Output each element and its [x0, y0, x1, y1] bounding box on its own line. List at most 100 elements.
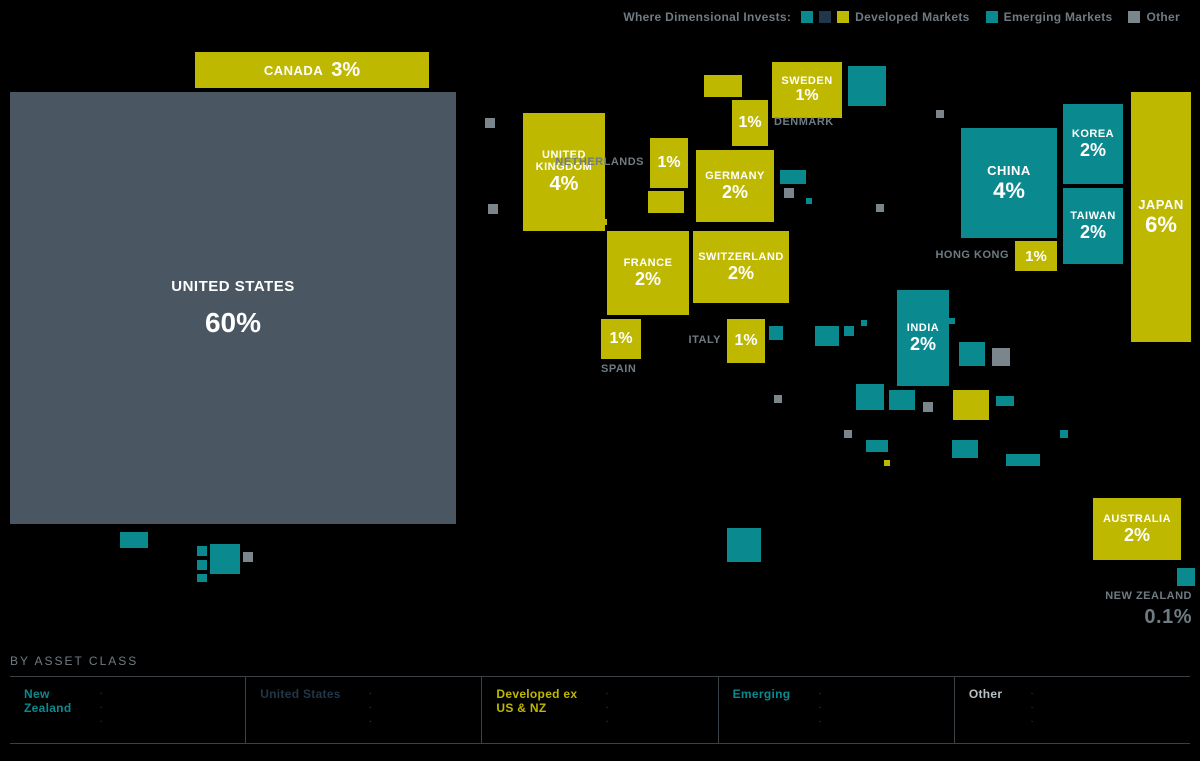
country-value: 1%	[795, 87, 818, 105]
country-label: DENMARK	[774, 116, 834, 128]
decor-box	[210, 544, 240, 574]
legend: Where Dimensional Invests:Developed Mark…	[623, 10, 1190, 24]
country-box-spain: 1%	[601, 319, 641, 359]
decor-box	[923, 402, 933, 412]
decor-box	[953, 390, 989, 420]
country-value: 1%	[657, 154, 680, 172]
decor-box	[780, 170, 806, 184]
country-value: 1%	[1025, 248, 1047, 265]
country-value: 2%	[722, 182, 748, 203]
country-value: 1%	[738, 114, 761, 132]
decor-box	[120, 532, 148, 548]
country-box-australia: AUSTRALIA2%	[1093, 498, 1181, 560]
decor-box	[844, 326, 854, 336]
decor-box	[243, 552, 253, 562]
country-box-taiwan: TAIWAN2%	[1063, 188, 1123, 264]
country-label: KOREA	[1072, 128, 1114, 140]
decor-box	[197, 560, 207, 570]
country-box-new-zealand	[1177, 568, 1195, 586]
country-label: AUSTRALIA	[1103, 513, 1171, 525]
byclass-col-head: United States	[260, 687, 341, 701]
decor-box	[488, 204, 498, 214]
decor-box	[806, 198, 812, 204]
byclass-col: Other···	[954, 677, 1190, 743]
decor-box	[936, 110, 944, 118]
legend-item-label: Emerging Markets	[1004, 10, 1113, 24]
country-value: 2%	[1080, 222, 1106, 243]
country-box-canada: CANADA 3%	[195, 52, 429, 88]
byclass-col: United States ···	[245, 677, 481, 743]
country-box-hong-kong: 1%	[1015, 241, 1057, 271]
country-label: SPAIN	[601, 363, 636, 375]
country-label: NETHERLANDS	[555, 156, 644, 168]
decor-box	[197, 546, 207, 556]
decor-box	[648, 191, 684, 213]
byclass-title: BY ASSET CLASS	[10, 654, 138, 668]
decor-box	[815, 326, 839, 346]
country-box-italy: 1%	[727, 319, 765, 363]
byclass-col-dots: ···	[369, 687, 372, 729]
country-label: CHINA	[987, 163, 1031, 178]
byclass-col-head: Emerging	[733, 687, 791, 701]
country-box-japan: JAPAN6%	[1131, 92, 1191, 342]
country-value: 2%	[635, 269, 661, 290]
byclass-col: NewZealand ···	[10, 677, 245, 743]
decor-box	[485, 118, 495, 128]
decor-box	[949, 318, 955, 324]
legend-swatch	[837, 11, 849, 23]
decor-box	[861, 320, 867, 326]
country-label: ITALY	[689, 334, 721, 346]
decor-box	[884, 460, 890, 466]
byclass-col-head: Developed exUS & NZ	[496, 687, 577, 715]
country-value: 3%	[331, 59, 360, 82]
decor-box	[992, 348, 1010, 366]
country-label: TAIWAN	[1070, 210, 1116, 222]
chart-canvas: Where Dimensional Invests:Developed Mark…	[0, 0, 1200, 761]
decor-box	[844, 430, 852, 438]
byclass-col: Developed exUS & NZ ···	[481, 677, 717, 743]
legend-item-label: Other	[1146, 10, 1180, 24]
country-value: 2%	[1080, 140, 1106, 161]
decor-box	[848, 66, 886, 106]
country-box-united-kingdom: UNITED KINGDOM4%	[523, 113, 605, 231]
decor-box	[727, 528, 761, 562]
country-label: CANADA	[264, 63, 323, 78]
decor-box	[704, 75, 742, 97]
country-value: 1%	[609, 330, 632, 348]
country-label: NEW ZEALAND	[1105, 590, 1192, 602]
country-label: GERMANY	[705, 170, 765, 182]
country-box-india: INDIA2%	[897, 290, 949, 386]
country-value: 2%	[728, 263, 754, 284]
decor-box	[866, 440, 888, 452]
decor-box	[856, 384, 884, 410]
country-value: 6%	[1145, 212, 1177, 238]
byclass-col-dots: ···	[99, 687, 102, 729]
decor-box	[784, 188, 794, 198]
country-label: UNITED STATES	[171, 278, 294, 295]
country-value: 4%	[550, 173, 579, 196]
country-value: 2%	[910, 334, 936, 355]
legend-item-label: Developed Markets	[855, 10, 969, 24]
decor-box	[889, 390, 915, 410]
decor-box	[1060, 430, 1068, 438]
byclass-col-dots: ···	[818, 687, 821, 729]
country-label: SWITZERLAND	[698, 251, 784, 263]
country-label: INDIA	[907, 322, 939, 334]
country-box-united-states: UNITED STATES60%	[10, 92, 456, 524]
country-value: 1%	[734, 332, 757, 350]
country-value: 4%	[993, 178, 1025, 204]
decor-box	[959, 342, 985, 366]
byclass-col-head: NewZealand	[24, 687, 71, 715]
byclass-col-dots: ···	[605, 687, 608, 729]
country-box-switzerland: SWITZERLAND2%	[693, 231, 789, 303]
country-box-china: CHINA4%	[961, 128, 1057, 238]
country-value: 2%	[1124, 525, 1150, 546]
byclass-col: Emerging ···	[718, 677, 954, 743]
legend-swatch	[986, 11, 998, 23]
decor-box	[197, 574, 207, 582]
country-box-sweden: SWEDEN1%	[772, 62, 842, 118]
country-box-netherlands: 1%	[650, 138, 688, 188]
decor-box	[774, 395, 782, 403]
country-box-korea: KOREA2%	[1063, 104, 1123, 184]
legend-swatch	[819, 11, 831, 23]
